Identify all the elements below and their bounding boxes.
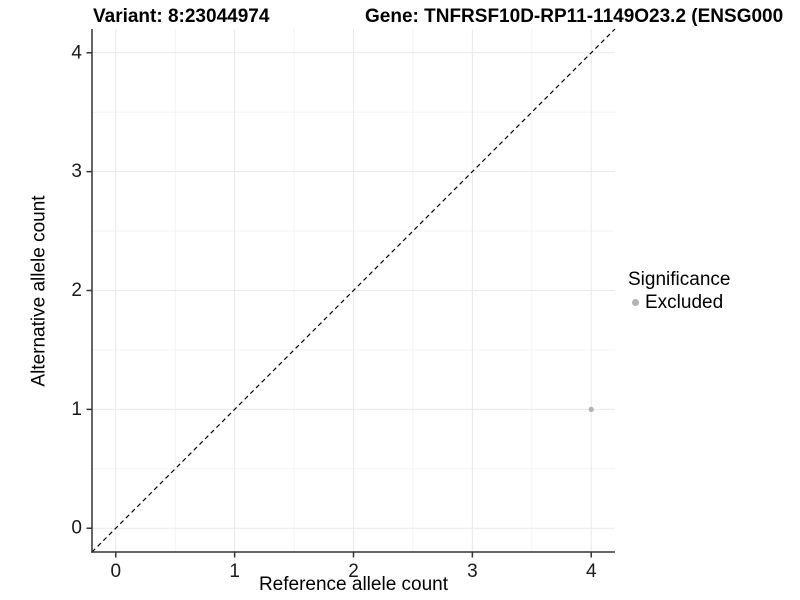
legend-items: Excluded	[628, 292, 730, 313]
y-axis-title: Alternative allele count	[28, 195, 50, 387]
x-tick-label: 0	[110, 561, 121, 582]
legend-title: Significance	[628, 269, 731, 290]
y-tick-label: 1	[71, 399, 82, 420]
x-tick-label: 4	[586, 561, 597, 582]
identity-line	[91, 28, 616, 553]
y-tick-label: 4	[71, 42, 82, 63]
y-tick-label: 0	[71, 518, 82, 539]
plot-title-gene: Gene: TNFRSF10D-RP11-1149O23.2 (ENSG000	[365, 6, 784, 27]
legend: Significance Excluded	[628, 269, 730, 313]
legend-item: Excluded	[628, 292, 730, 313]
data-point	[588, 406, 594, 412]
legend-key-dot-icon	[632, 299, 639, 306]
x-tick-label: 2	[348, 561, 359, 582]
x-tick-label: 3	[467, 561, 478, 582]
x-axis-title: Reference allele count	[258, 574, 449, 595]
y-tick-label: 2	[71, 280, 82, 301]
plot-title-variant: Variant: 8:23044974	[93, 6, 270, 27]
y-tick-label: 3	[71, 161, 82, 182]
x-tick-label: 1	[229, 561, 240, 582]
legend-item-label: Excluded	[645, 292, 724, 313]
